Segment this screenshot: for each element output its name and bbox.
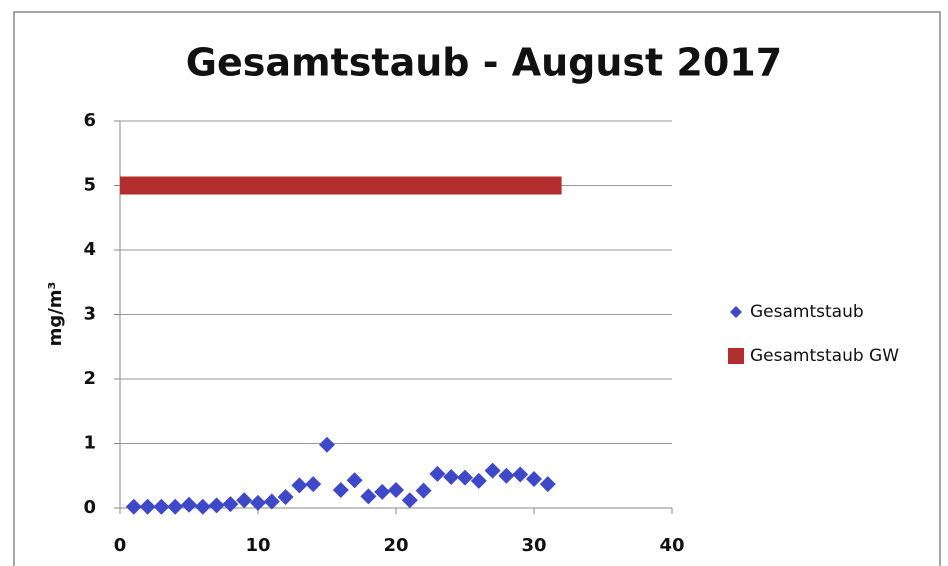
point: [236, 492, 253, 509]
point: [153, 498, 170, 515]
x-tick-label: 40: [659, 535, 684, 556]
point: [539, 476, 556, 493]
y-tick-label: 6: [83, 110, 96, 131]
point: [291, 477, 308, 494]
point: [498, 467, 515, 484]
x-tick-label: 10: [245, 535, 270, 556]
point: [388, 481, 404, 498]
point: [401, 492, 418, 509]
y-tick-label: 5: [83, 175, 96, 196]
point: [305, 476, 322, 493]
y-tick-label: 3: [83, 304, 96, 325]
point: [167, 498, 184, 515]
point: [277, 489, 294, 506]
chart-frame: [13, 11, 941, 566]
x-tick-label: 30: [521, 535, 546, 556]
point: [470, 472, 487, 489]
point: [415, 482, 432, 499]
legend-swatch: [730, 306, 742, 318]
legend-swatch: [728, 348, 744, 364]
point: [125, 498, 142, 515]
point: [208, 497, 225, 514]
y-axis-label: mg/m³: [45, 282, 66, 347]
point: [484, 462, 501, 479]
point: [457, 469, 473, 486]
point: [512, 466, 529, 483]
y-tick-label: 2: [83, 368, 96, 389]
y-tick-label: 4: [83, 239, 96, 260]
point: [374, 483, 391, 500]
point: [250, 494, 266, 511]
point: [360, 488, 377, 505]
point: [346, 472, 363, 489]
x-tick-label: 0: [114, 535, 127, 556]
legend-label: Gesamtstaub GW: [750, 346, 899, 366]
point: [526, 470, 542, 487]
chart-title: Gesamtstaub - August 2017: [186, 41, 782, 85]
y-tick-label: 0: [83, 497, 96, 518]
x-tick-label: 20: [383, 535, 408, 556]
point: [332, 481, 349, 498]
point: [181, 496, 197, 513]
point: [429, 465, 446, 482]
point: [139, 498, 156, 515]
point: [443, 469, 460, 486]
legend-label: Gesamtstaub: [750, 302, 864, 322]
point: [194, 498, 211, 515]
point: [263, 493, 280, 510]
point: [319, 436, 335, 453]
point: [222, 496, 239, 513]
y-tick-label: 1: [83, 433, 96, 454]
